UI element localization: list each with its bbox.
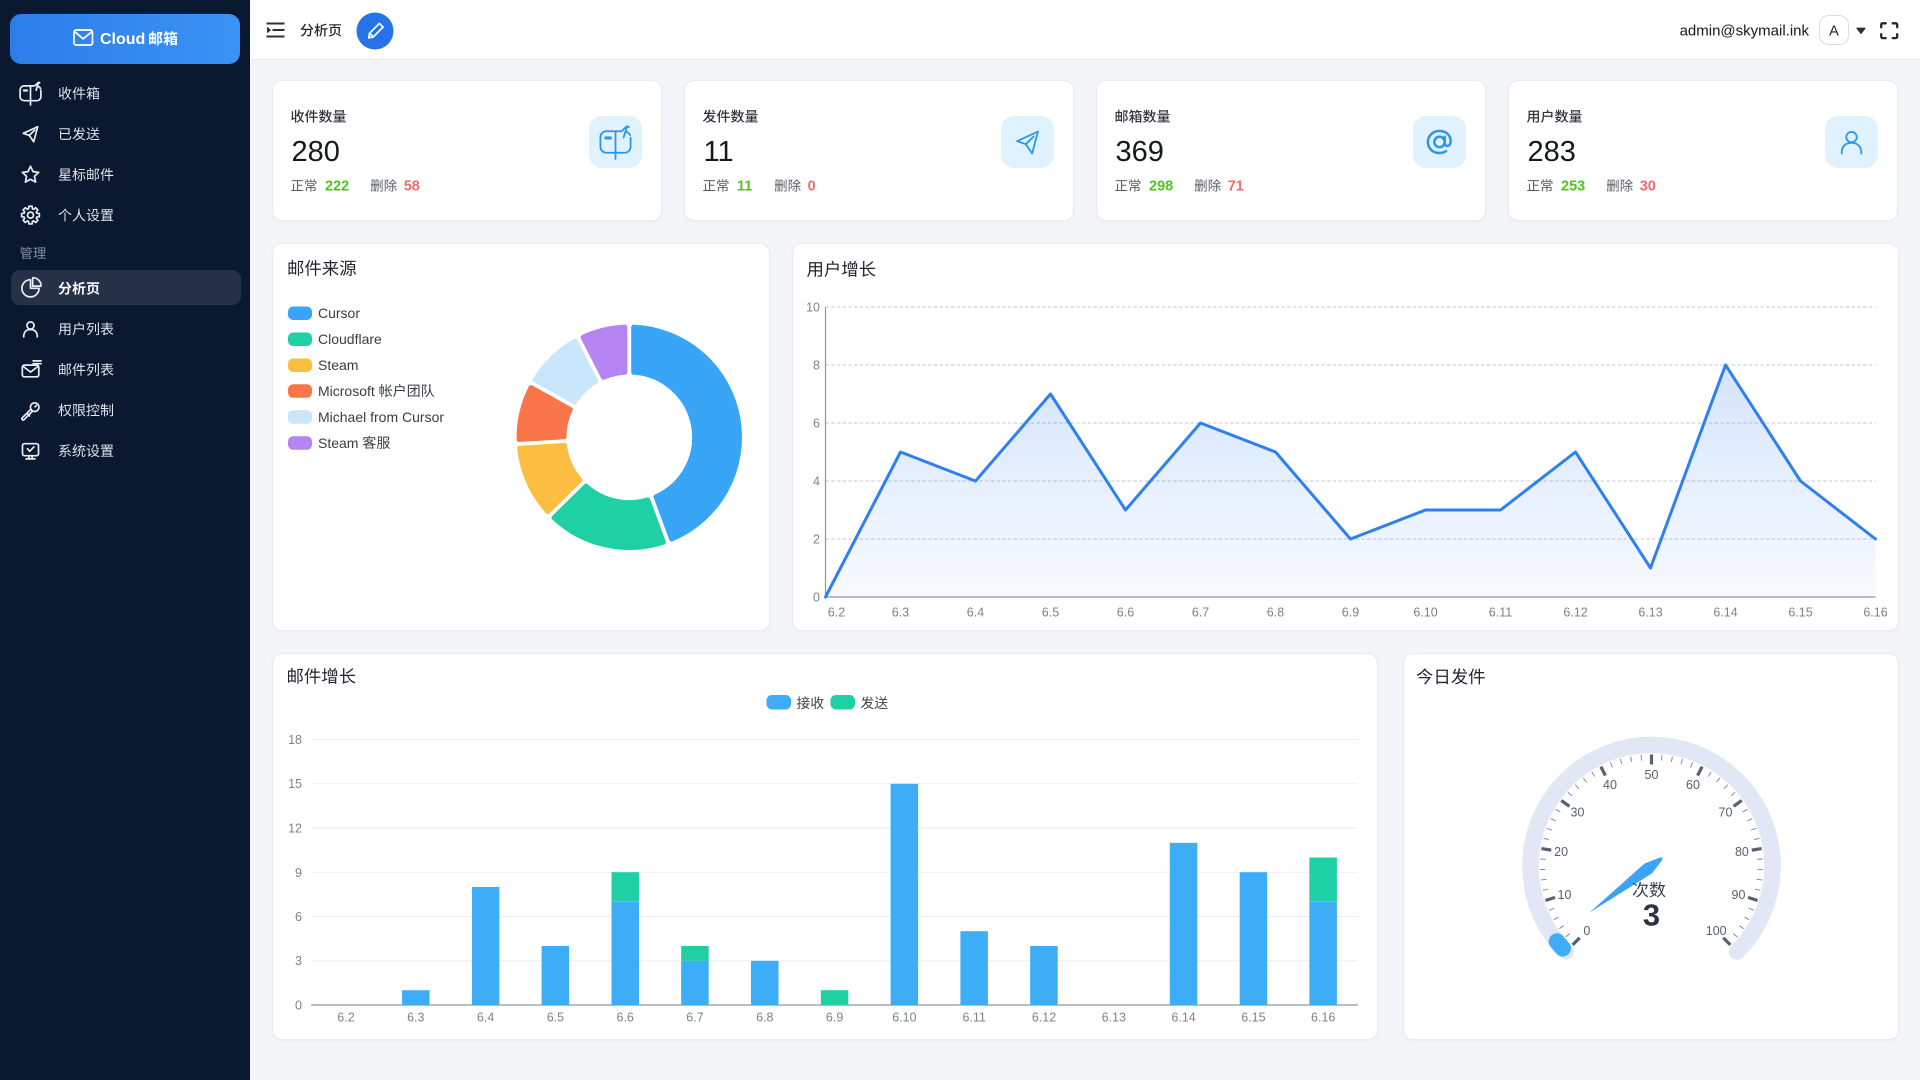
- svg-text:6.4: 6.4: [477, 1011, 494, 1025]
- svg-text:6.2: 6.2: [828, 606, 845, 620]
- svg-text:0: 0: [1583, 924, 1590, 938]
- svg-text:298: 298: [1149, 179, 1173, 195]
- svg-text:9: 9: [295, 866, 302, 880]
- svg-text:Michael from Cursor: Michael from Cursor: [318, 409, 444, 425]
- svg-text:6: 6: [295, 910, 302, 924]
- svg-text:12: 12: [288, 822, 302, 836]
- svg-text:369: 369: [1116, 136, 1164, 168]
- svg-text:6.12: 6.12: [1563, 606, 1587, 620]
- svg-text:6.15: 6.15: [1241, 1011, 1265, 1025]
- svg-text:222: 222: [325, 179, 349, 195]
- svg-text:6.3: 6.3: [407, 1011, 424, 1025]
- svg-text:6.7: 6.7: [1192, 606, 1209, 620]
- svg-text:6.9: 6.9: [826, 1011, 843, 1025]
- svg-text:2: 2: [813, 533, 820, 547]
- svg-text:6.5: 6.5: [1042, 606, 1059, 620]
- svg-text:A: A: [1829, 24, 1839, 40]
- svg-text:30: 30: [1640, 179, 1656, 195]
- svg-text:Cursor: Cursor: [318, 305, 360, 321]
- svg-text:90: 90: [1732, 888, 1746, 902]
- svg-text:11: 11: [704, 136, 734, 168]
- svg-text:Steam: Steam: [318, 357, 358, 373]
- svg-text:10: 10: [1558, 888, 1572, 902]
- svg-text:Cloudflare: Cloudflare: [318, 331, 382, 347]
- svg-text:50: 50: [1645, 768, 1659, 782]
- svg-text:58: 58: [404, 179, 420, 195]
- svg-text:6.6: 6.6: [617, 1011, 634, 1025]
- svg-text:4: 4: [813, 475, 820, 489]
- svg-text:280: 280: [292, 136, 340, 168]
- svg-text:60: 60: [1686, 778, 1700, 792]
- svg-text:6: 6: [813, 417, 820, 431]
- svg-text:6.8: 6.8: [756, 1011, 773, 1025]
- svg-text:Cloud: Cloud: [100, 31, 145, 48]
- svg-text:253: 253: [1561, 179, 1585, 195]
- svg-text:283: 283: [1528, 136, 1576, 168]
- svg-text:6.3: 6.3: [892, 606, 909, 620]
- svg-text:3: 3: [295, 954, 302, 968]
- svg-text:6.13: 6.13: [1102, 1011, 1126, 1025]
- svg-text:10: 10: [806, 301, 820, 315]
- svg-text:6.13: 6.13: [1638, 606, 1662, 620]
- svg-text:6.14: 6.14: [1171, 1011, 1195, 1025]
- svg-text:80: 80: [1735, 845, 1749, 859]
- svg-text:6.14: 6.14: [1713, 606, 1737, 620]
- svg-text:100: 100: [1706, 924, 1727, 938]
- svg-text:15: 15: [288, 777, 302, 791]
- svg-text:6.4: 6.4: [967, 606, 984, 620]
- svg-text:6.5: 6.5: [547, 1011, 564, 1025]
- svg-text:6.7: 6.7: [686, 1011, 703, 1025]
- svg-text:71: 71: [1228, 179, 1244, 195]
- svg-text:admin@skymail.ink: admin@skymail.ink: [1680, 23, 1810, 40]
- svg-text:8: 8: [813, 359, 820, 373]
- svg-text:6.2: 6.2: [337, 1011, 354, 1025]
- svg-text:30: 30: [1571, 806, 1585, 820]
- svg-text:20: 20: [1554, 845, 1568, 859]
- svg-text:6.6: 6.6: [1117, 606, 1134, 620]
- svg-text:40: 40: [1603, 778, 1617, 792]
- svg-text:Microsoft: Microsoft: [318, 383, 375, 399]
- svg-text:0: 0: [808, 179, 816, 195]
- svg-text:6.11: 6.11: [962, 1011, 985, 1025]
- svg-text:Steam: Steam: [318, 435, 358, 451]
- svg-text:6.11: 6.11: [1489, 606, 1512, 620]
- svg-text:3: 3: [1643, 898, 1660, 933]
- svg-text:18: 18: [288, 733, 302, 747]
- svg-text:6.8: 6.8: [1267, 606, 1284, 620]
- svg-text:0: 0: [295, 999, 302, 1013]
- svg-text:6.15: 6.15: [1788, 606, 1812, 620]
- svg-text:70: 70: [1719, 806, 1733, 820]
- svg-text:6.16: 6.16: [1863, 606, 1887, 620]
- svg-text:6.10: 6.10: [1413, 606, 1437, 620]
- svg-text:0: 0: [813, 591, 820, 605]
- svg-text:11: 11: [737, 179, 752, 195]
- svg-text:6.12: 6.12: [1032, 1011, 1056, 1025]
- svg-text:6.10: 6.10: [892, 1011, 916, 1025]
- svg-text:6.9: 6.9: [1342, 606, 1359, 620]
- svg-text:6.16: 6.16: [1311, 1011, 1335, 1025]
